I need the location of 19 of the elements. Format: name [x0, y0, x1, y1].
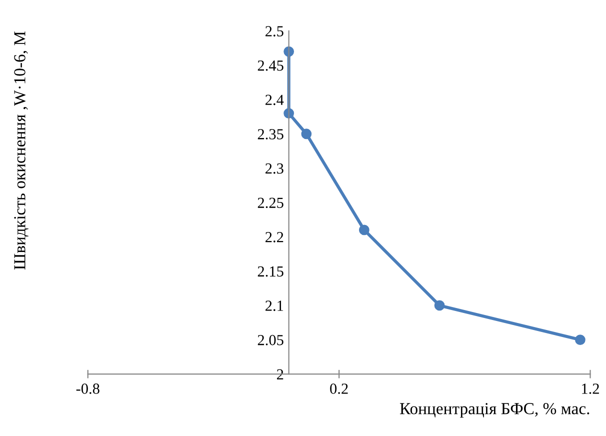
y-tick-label: 2.2: [266, 232, 284, 242]
y-axis-title: Швидкість окиснення ,W·10-6, М: [14, 31, 28, 270]
y-tick-label: 2.25: [258, 198, 284, 208]
y-tick-label: 2.05: [258, 334, 284, 346]
y-tick-label: 2.4: [266, 94, 284, 106]
y-tick-label: 2.5: [266, 26, 284, 36]
y-tick-label: 2.35: [258, 129, 284, 140]
point: [358, 224, 370, 236]
x-tick-label: 1.2: [582, 384, 599, 394]
x-tick-label: 0.2: [330, 384, 348, 394]
y-tick-label: 2.15: [258, 266, 284, 277]
x-tick-label: -0.8: [76, 384, 100, 394]
y-tick-label: 2.3: [266, 163, 284, 174]
x-axis-title: Концентрація БФС, % мас.: [400, 403, 590, 418]
point: [301, 128, 312, 140]
point: [434, 300, 445, 311]
y-tick-label: 2.1: [266, 300, 284, 311]
point: [574, 334, 586, 345]
y-tick-label: 2.45: [258, 60, 284, 71]
